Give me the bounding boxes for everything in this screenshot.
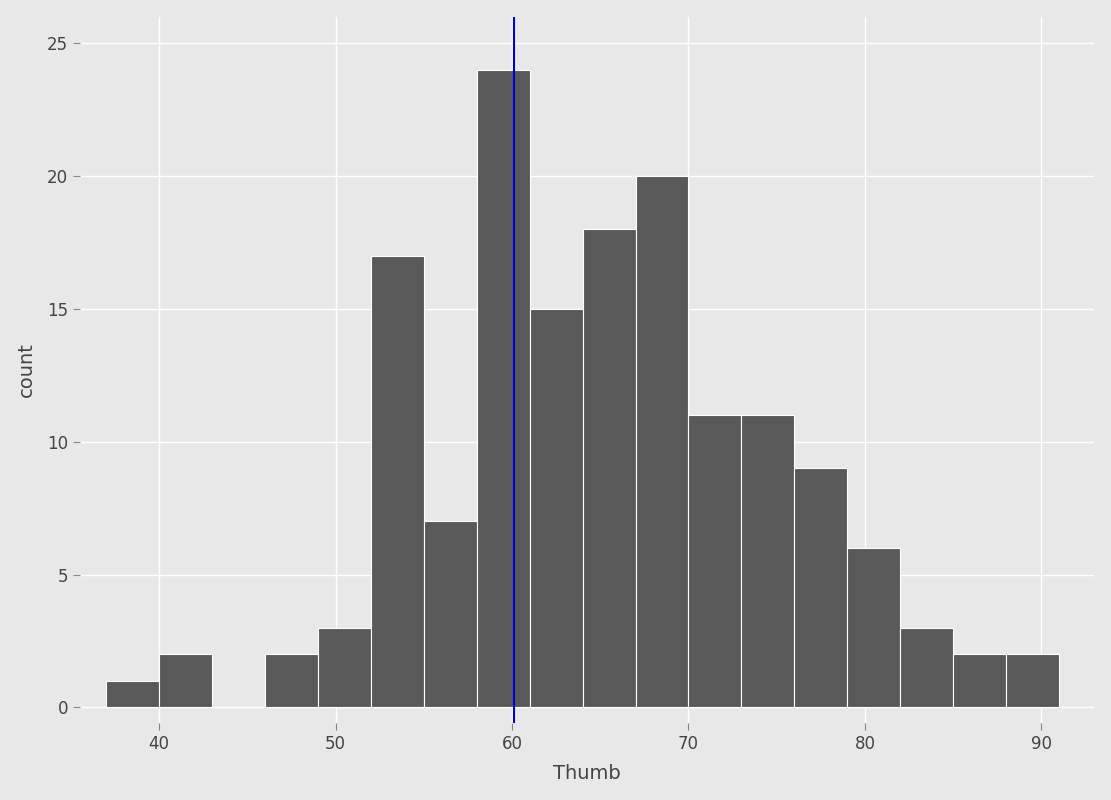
Bar xyxy=(900,628,953,707)
Bar xyxy=(371,256,423,707)
Bar xyxy=(107,681,159,707)
Bar xyxy=(689,415,741,707)
Bar xyxy=(318,628,371,707)
Bar xyxy=(159,654,212,707)
Bar xyxy=(794,468,848,707)
Bar xyxy=(953,654,1007,707)
Bar xyxy=(423,522,477,707)
Y-axis label: count: count xyxy=(17,342,36,398)
Bar xyxy=(266,654,318,707)
Bar xyxy=(848,548,900,707)
Bar xyxy=(635,176,689,707)
Bar xyxy=(741,415,794,707)
Bar xyxy=(530,309,582,707)
X-axis label: Thumb: Thumb xyxy=(553,764,621,783)
Bar xyxy=(477,70,530,707)
Bar xyxy=(582,230,635,707)
Bar xyxy=(1007,654,1059,707)
